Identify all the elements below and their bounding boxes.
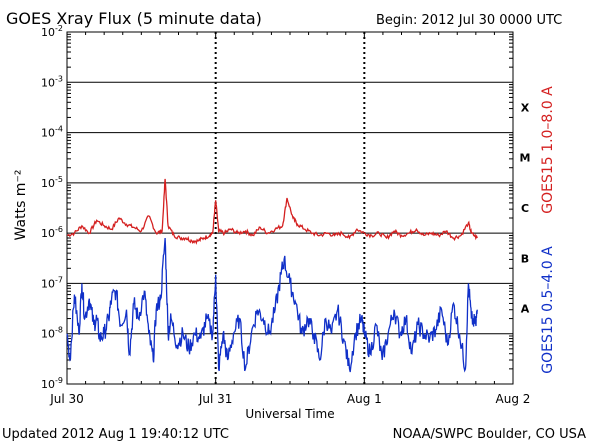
- y-axis-label: Watts m⁻²: [13, 170, 29, 241]
- legend-series-short: GOES15 0.5–4.0 A: [540, 246, 556, 374]
- series-line: [66, 237, 478, 373]
- y-tick-label: 10-3: [41, 74, 63, 89]
- flare-class-label: M: [520, 152, 531, 165]
- y-tick-label: 10-4: [41, 125, 63, 140]
- y-tick-label: 10-7: [41, 275, 63, 290]
- series-line: [66, 178, 478, 245]
- flare-class-labels: A B C M X: [520, 101, 531, 315]
- x-tick-label: Jul 30: [49, 392, 84, 406]
- x-tick-labels: Jul 30 Jul 31 Aug 1 Aug 2: [49, 392, 530, 406]
- flare-class-label: B: [521, 252, 529, 265]
- legend-series-long: GOES15 1.0–8.0 A: [540, 86, 556, 214]
- y-tick-labels: 10-9 10-8 10-7 10-6 10-5 10-4 10-3 10-2: [41, 24, 63, 391]
- chart-title: GOES Xray Flux (5 minute data): [6, 9, 262, 28]
- x-tick-label: Aug 2: [496, 392, 531, 406]
- y-tick-label: 10-6: [41, 225, 63, 240]
- flare-class-label: C: [521, 202, 529, 215]
- x-axis-label: Universal Time: [245, 407, 334, 421]
- y-tick-label: 10-8: [41, 326, 63, 341]
- flare-class-label: A: [521, 303, 530, 316]
- updated-timestamp: Updated 2012 Aug 1 19:40:12 UTC: [2, 427, 229, 442]
- begin-label: Begin: 2012 Jul 30 0000 UTC: [376, 13, 562, 28]
- y-tick-label: 10-9: [41, 376, 63, 391]
- y-tick-label: 10-2: [41, 24, 63, 39]
- series-layer: [66, 178, 478, 373]
- x-tick-label: Aug 1: [347, 392, 382, 406]
- x-tick-label: Jul 31: [198, 392, 233, 406]
- credit-text: NOAA/SWPC Boulder, CO USA: [393, 427, 586, 442]
- y-tick-label: 10-5: [41, 175, 63, 190]
- flare-class-label: X: [521, 101, 530, 114]
